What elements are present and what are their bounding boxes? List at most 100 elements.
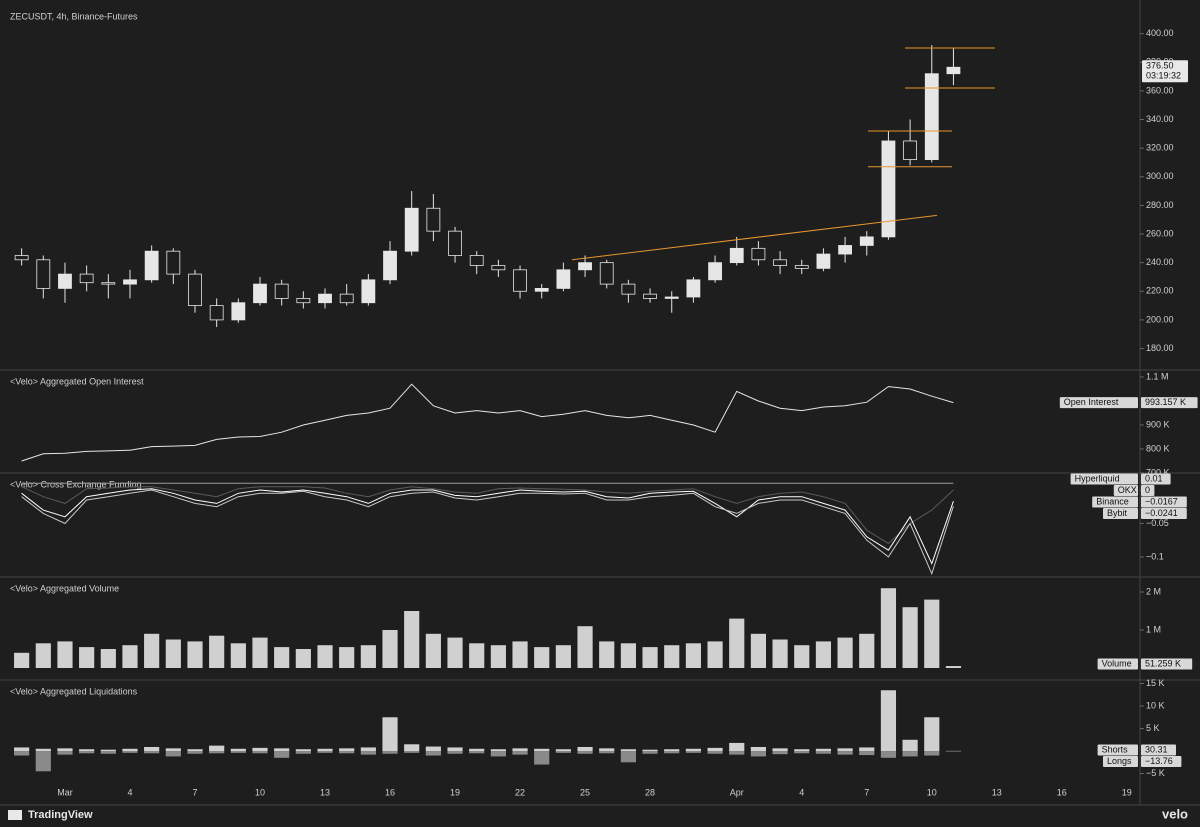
bar bbox=[144, 746, 160, 752]
bar bbox=[35, 748, 51, 752]
brand: TradingView bbox=[28, 809, 93, 821]
legend-value: 51.259 K bbox=[1145, 658, 1181, 668]
y-tick-label: 280.00 bbox=[1146, 200, 1174, 210]
x-tick-label: 10 bbox=[255, 787, 265, 797]
candle-body bbox=[58, 273, 72, 289]
last-price-box bbox=[1142, 60, 1188, 83]
candle-body bbox=[166, 250, 181, 275]
candle-body bbox=[101, 282, 116, 285]
bar bbox=[750, 751, 766, 757]
bar bbox=[144, 633, 160, 668]
bar bbox=[360, 645, 376, 668]
bar bbox=[707, 751, 723, 754]
candle-body bbox=[643, 293, 657, 299]
bar bbox=[642, 751, 658, 754]
legend-value: 993.157 K bbox=[1145, 397, 1186, 407]
candle-body bbox=[491, 265, 506, 271]
legend-value-box bbox=[1141, 756, 1182, 768]
bar bbox=[902, 739, 918, 752]
bar bbox=[317, 748, 333, 752]
y-tick-label: 240.00 bbox=[1146, 257, 1174, 267]
bar bbox=[685, 748, 701, 752]
bar bbox=[57, 748, 73, 752]
bar bbox=[447, 637, 463, 668]
bar bbox=[490, 749, 506, 752]
legend-value: −0.0241 bbox=[1145, 508, 1178, 518]
bar bbox=[230, 748, 246, 752]
bar bbox=[534, 647, 550, 668]
bar bbox=[339, 751, 355, 754]
legend-name: Shorts bbox=[1102, 744, 1129, 754]
bar bbox=[729, 742, 745, 752]
bar bbox=[295, 751, 311, 754]
y-tick-label: 180.00 bbox=[1146, 343, 1174, 353]
legend-name-box bbox=[1103, 756, 1138, 768]
bar bbox=[685, 751, 701, 753]
bar bbox=[664, 749, 680, 752]
bar bbox=[425, 746, 441, 752]
y-tick-label: −0.05 bbox=[1146, 518, 1169, 528]
bar bbox=[555, 645, 571, 668]
x-tick-label: 19 bbox=[450, 787, 460, 797]
bar bbox=[707, 747, 723, 752]
bar bbox=[794, 749, 810, 752]
bar bbox=[35, 643, 51, 668]
candle-body bbox=[794, 265, 809, 269]
bar bbox=[144, 751, 160, 754]
bar bbox=[165, 639, 181, 668]
panel-title: <Velo> Cross Exchange Funding bbox=[10, 479, 142, 489]
y-tick-label: −0.1 bbox=[1146, 551, 1164, 561]
bar bbox=[620, 751, 636, 763]
bar bbox=[512, 641, 528, 668]
candle-body bbox=[556, 269, 571, 289]
bar bbox=[165, 751, 181, 757]
candle-body bbox=[296, 298, 311, 304]
bar bbox=[252, 747, 268, 752]
candle-body bbox=[404, 207, 419, 252]
y-tick-label: −5 K bbox=[1146, 768, 1165, 778]
bar bbox=[924, 717, 940, 752]
bar bbox=[859, 751, 875, 756]
bar bbox=[100, 648, 116, 668]
y-tick-label: 1 M bbox=[1146, 624, 1161, 634]
bar bbox=[642, 647, 658, 668]
bar bbox=[772, 748, 788, 752]
bar bbox=[772, 751, 788, 755]
candle-body bbox=[448, 230, 462, 256]
x-tick-label: 4 bbox=[799, 787, 804, 797]
bar bbox=[382, 630, 398, 668]
candle-body bbox=[318, 293, 332, 304]
bar bbox=[490, 751, 506, 757]
panel-title: <Velo> Aggregated Open Interest bbox=[10, 376, 144, 386]
legend-name-box bbox=[1092, 496, 1138, 508]
candle-body bbox=[426, 207, 441, 232]
candle-body bbox=[578, 262, 592, 271]
bar bbox=[57, 641, 73, 668]
candle-body bbox=[253, 283, 267, 304]
bar bbox=[859, 633, 875, 668]
bar bbox=[555, 749, 571, 752]
legend-name-box bbox=[1070, 473, 1138, 485]
bar bbox=[469, 748, 485, 752]
candle-body bbox=[79, 273, 94, 284]
bar bbox=[122, 751, 138, 753]
bar bbox=[685, 643, 701, 668]
bar bbox=[794, 645, 810, 668]
candle-body bbox=[144, 250, 159, 281]
candle-body bbox=[773, 259, 787, 266]
bar bbox=[750, 633, 766, 668]
bar bbox=[837, 751, 853, 755]
y-tick-label: 360.00 bbox=[1146, 85, 1174, 95]
bar bbox=[100, 751, 116, 754]
x-tick-label: 7 bbox=[864, 787, 869, 797]
legend-name: Longs bbox=[1107, 756, 1132, 766]
bar bbox=[512, 751, 528, 755]
candle-body bbox=[881, 140, 896, 238]
bar bbox=[447, 751, 463, 754]
bar bbox=[404, 611, 420, 668]
candle-body bbox=[708, 262, 722, 281]
bar bbox=[209, 745, 225, 752]
candle-body bbox=[599, 262, 614, 285]
bar bbox=[360, 751, 376, 755]
bar bbox=[729, 618, 745, 668]
